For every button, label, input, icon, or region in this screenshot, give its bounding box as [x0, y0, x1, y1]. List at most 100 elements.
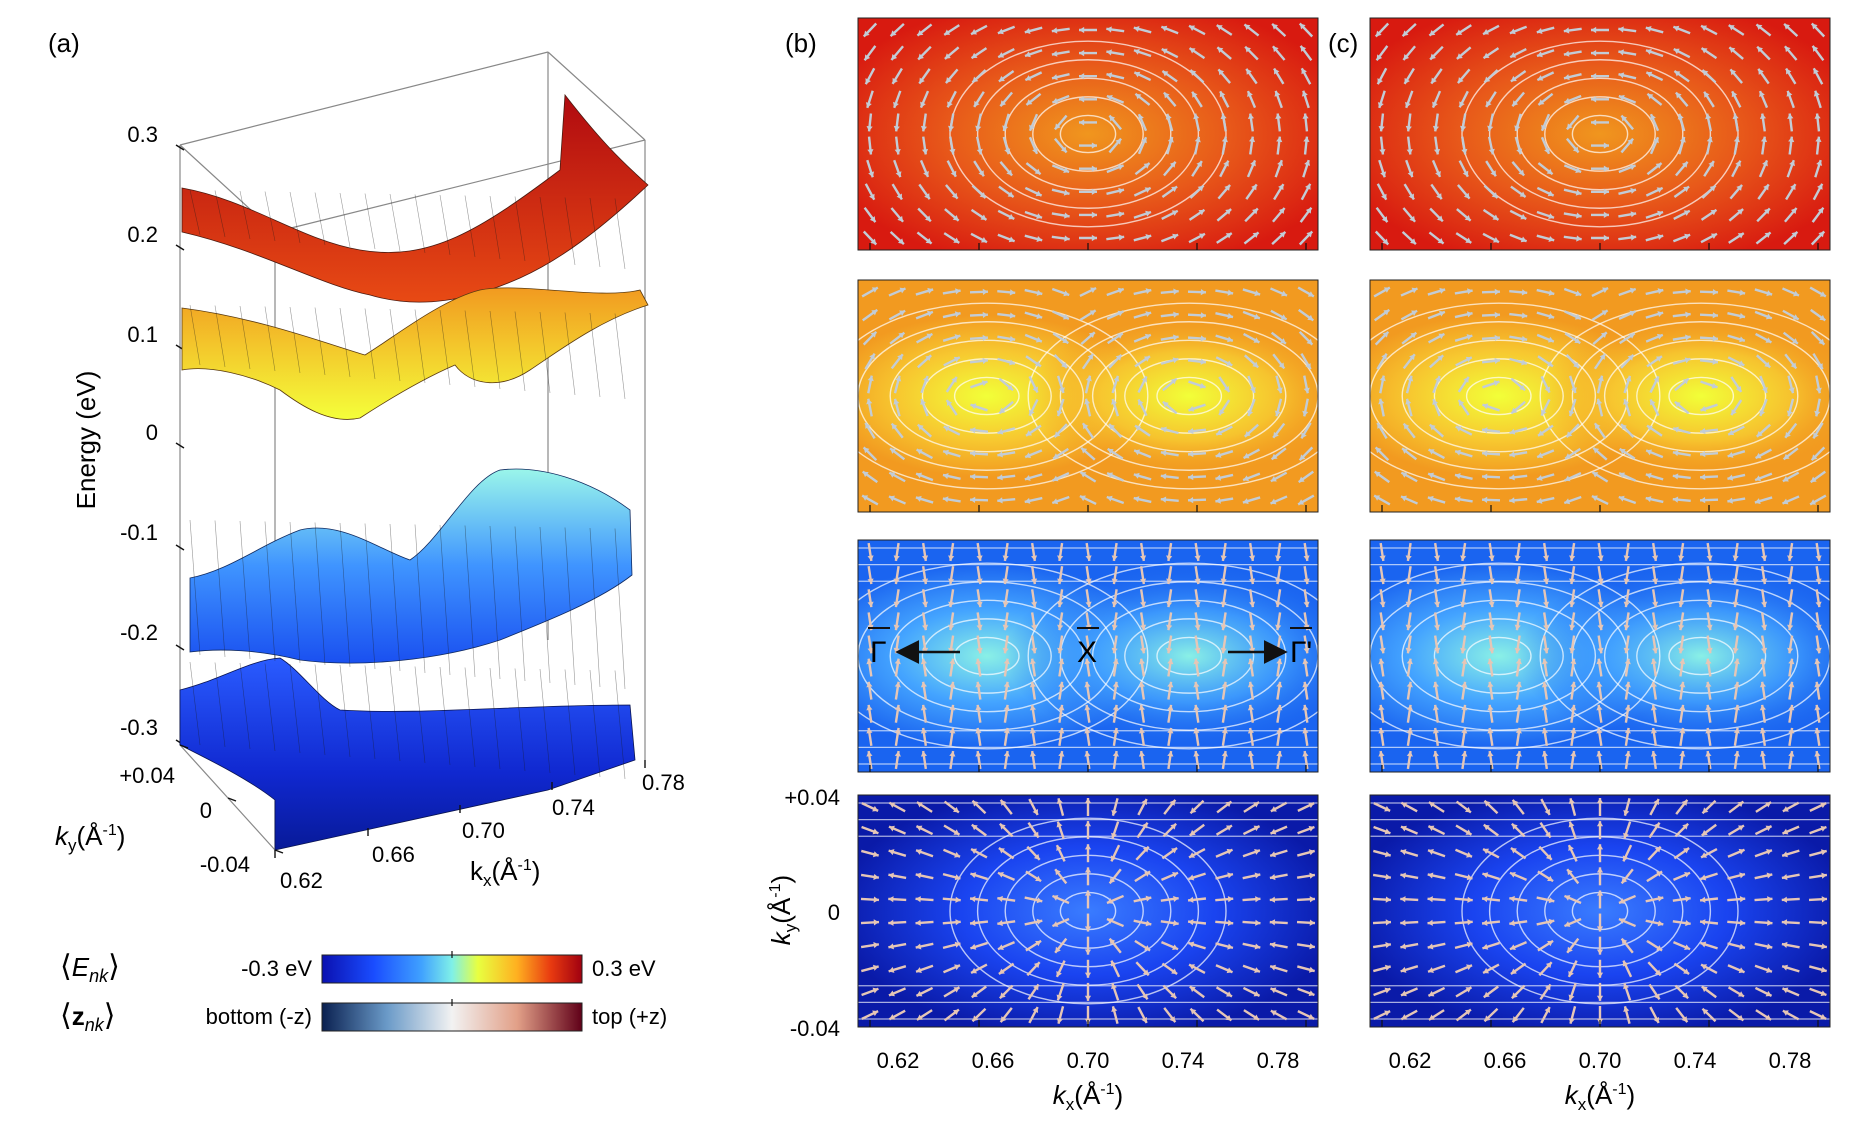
spin-arrow-head [1547, 940, 1554, 947]
spin-arrow-head [1655, 356, 1662, 362]
spin-arrow-head [1650, 704, 1657, 711]
spin-arrow-head [916, 802, 923, 808]
mesh-line [464, 525, 476, 678]
z-tick-label: -0.2 [120, 620, 158, 645]
spin-arrow-head [1253, 825, 1260, 832]
spin-arrow-head [1167, 136, 1174, 143]
contour-line [949, 40, 1227, 228]
spin-arrow-head [1817, 363, 1823, 370]
spin-arrow-head [976, 601, 983, 608]
spin-arrow-head [1058, 704, 1065, 711]
spin-arrow-head [954, 311, 961, 318]
spin-arrow-head [1624, 681, 1631, 688]
spin-arrow-head [1536, 27, 1543, 34]
panel-c-vector-fields [1337, 17, 1863, 1028]
map-color-layer [858, 18, 1318, 250]
spin-arrow-head [1063, 290, 1070, 297]
spin-arrow-head [1225, 991, 1232, 997]
spin-arrow-head [1107, 448, 1114, 455]
spin-arrow-head [1820, 1013, 1827, 1020]
spin-arrow-head [1247, 751, 1254, 757]
spin-arrow-head [1737, 233, 1744, 239]
spin-arrow-head [925, 215, 931, 222]
spin-arrow-head [869, 353, 875, 360]
spin-arrow-head [1728, 429, 1735, 436]
spin-arrow-head [888, 896, 894, 903]
spin-arrow-head [866, 398, 873, 405]
panel-c-kx-tick-labels: 0.62 0.66 0.70 0.74 0.78 [1389, 1048, 1812, 1073]
spin-arrow-head [1172, 944, 1179, 951]
spin-arrow-head [1245, 46, 1251, 53]
spin-arrow-head [1141, 137, 1147, 144]
spin-arrow-head [1758, 68, 1764, 75]
spin-arrow-head [1646, 71, 1653, 78]
spin-arrow-head [1821, 896, 1827, 903]
spin-arrow-head [997, 28, 1004, 35]
spin-arrow-head [1712, 358, 1718, 365]
spin-arrow-head [1032, 147, 1038, 154]
spin-arrow-head [970, 895, 976, 903]
spin-arrow-head [1596, 972, 1604, 978]
spin-arrow-head [1700, 497, 1706, 504]
kx-tick-label: 0.74 [1674, 1048, 1717, 1073]
spin-arrow-head [1400, 872, 1407, 879]
z-tick-label: 0.1 [127, 322, 158, 347]
spin-arrow-head [1009, 335, 1016, 342]
spin-arrow-head [1509, 474, 1515, 481]
panel-c-kx-axis-label: kx(Å-1) [1565, 1080, 1635, 1114]
spin-arrow-head [1219, 409, 1225, 416]
spin-arrow-head [1111, 983, 1117, 990]
spin-arrow-head [1193, 704, 1200, 711]
spin-arrow-head [891, 54, 898, 60]
spin-arrow-head [865, 102, 872, 108]
spin-arrow-head [1110, 960, 1117, 967]
spin-arrow-head [982, 288, 988, 295]
spin-arrow-head [1538, 99, 1545, 105]
spin-arrow-head [872, 987, 879, 994]
mesh-line [464, 310, 476, 388]
spin-arrow-head [1514, 555, 1521, 561]
spin-arrow-head [1487, 751, 1494, 757]
spin-arrow-head [1081, 447, 1088, 454]
spin-arrow-head [1786, 90, 1793, 97]
spin-arrow-head [1761, 386, 1768, 393]
map-color-layer [1370, 18, 1830, 250]
spin-arrow-head [1811, 23, 1818, 30]
spin-arrow-head [1200, 358, 1206, 365]
spin-arrow-head [1657, 920, 1664, 927]
mesh-line [514, 196, 526, 262]
spin-arrow-head [1788, 136, 1795, 143]
spin-arrow-head [867, 647, 874, 654]
spin-arrow-head [1308, 802, 1315, 809]
panel-b-vector-fields [825, 17, 1351, 1028]
spin-arrow-head [1218, 69, 1225, 76]
spin-arrow-head [1570, 751, 1577, 757]
spin-arrow-head [888, 966, 895, 973]
spin-arrow-head [1759, 91, 1765, 97]
contour-line [953, 636, 1020, 676]
spin-arrow-head [1465, 987, 1472, 993]
spin-arrow-head [971, 824, 978, 831]
spin-arrow-head [1269, 919, 1276, 926]
contour-line [1091, 339, 1287, 453]
spin-arrow-head [1509, 451, 1515, 458]
contour-line [1027, 302, 1351, 490]
spin-arrow-head [1482, 872, 1489, 879]
spin-arrow-head [1788, 751, 1795, 757]
spin-arrow-head [1621, 938, 1628, 945]
contour-line [1488, 59, 1712, 209]
spin-arrow-head [1247, 91, 1253, 97]
spin-arrow-head [1000, 799, 1007, 806]
spin-arrow-head [1252, 208, 1258, 215]
spin-arrow-head [948, 125, 955, 132]
contour-line [1539, 302, 1863, 490]
spin-arrow-head [1673, 426, 1679, 433]
ky-axis-ticks [179, 744, 284, 854]
spin-arrow-head [1002, 125, 1009, 132]
spin-arrow-head [1298, 499, 1305, 505]
ky-axis-label: ky(Å-1) [55, 821, 125, 855]
spin-arrow-head [1730, 69, 1737, 76]
spin-arrow-head [1819, 314, 1826, 321]
spin-arrow-head [1437, 215, 1443, 222]
spin-arrow-head [1515, 751, 1522, 757]
